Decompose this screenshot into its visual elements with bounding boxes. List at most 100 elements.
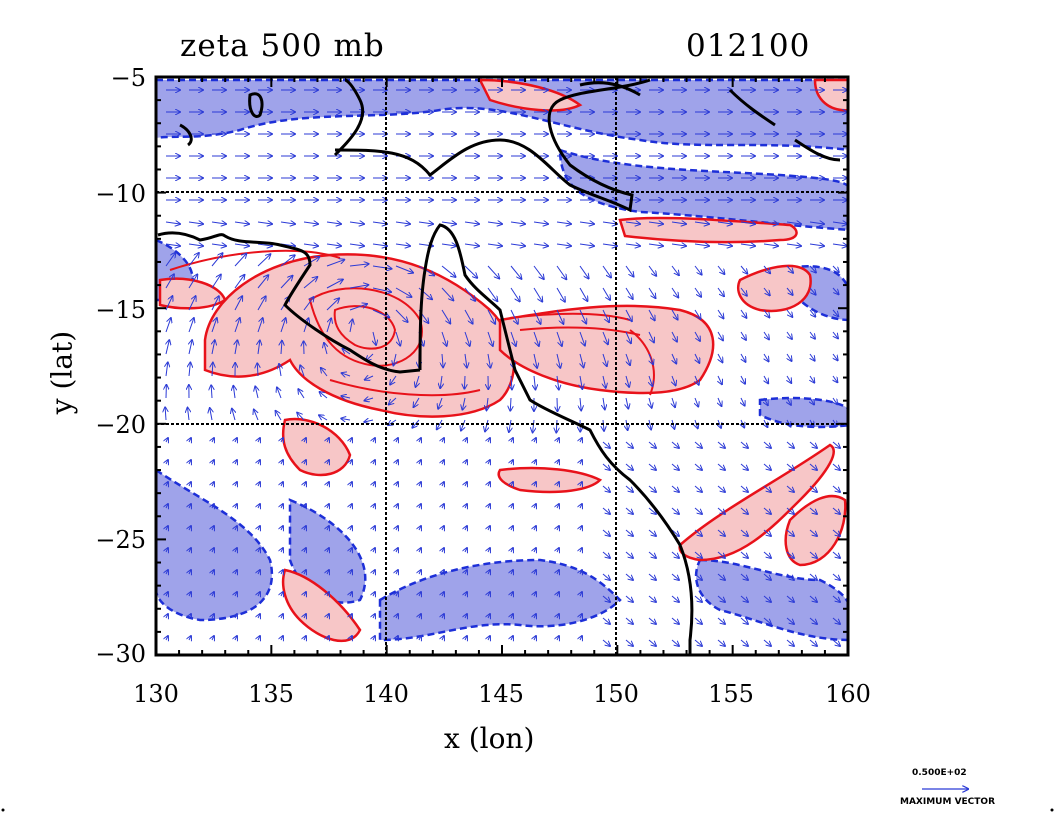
coastline-northeast-1 bbox=[728, 88, 776, 127]
wind-vector bbox=[464, 287, 475, 301]
wind-vector bbox=[326, 260, 344, 267]
wind-vector bbox=[764, 397, 768, 405]
wind-vector bbox=[671, 639, 679, 646]
pos-region-south-band bbox=[497, 466, 603, 494]
wind-vector bbox=[189, 570, 191, 574]
wind-vector bbox=[326, 222, 341, 224]
wind-vector bbox=[602, 573, 610, 580]
wind-vector bbox=[281, 548, 283, 552]
legend-max-vector-value: 0.500E+02 bbox=[912, 768, 967, 778]
wind-vector bbox=[390, 375, 397, 384]
wind-vector bbox=[342, 373, 351, 376]
wind-vector bbox=[763, 551, 771, 558]
wind-vector bbox=[717, 595, 725, 602]
wind-vector bbox=[809, 529, 817, 536]
wind-vector bbox=[741, 353, 746, 362]
wind-vector bbox=[396, 614, 398, 618]
wind-vector bbox=[189, 548, 191, 552]
wind-vector bbox=[257, 318, 263, 333]
wind-vector bbox=[488, 548, 490, 552]
wind-vector bbox=[442, 504, 444, 508]
wind-vector bbox=[511, 460, 513, 464]
wind-vector bbox=[764, 419, 767, 427]
wind-vector bbox=[234, 244, 249, 246]
wind-vector bbox=[810, 397, 814, 404]
wind-vector bbox=[833, 397, 837, 404]
wind-vector bbox=[419, 504, 421, 508]
wind-vector bbox=[787, 375, 791, 383]
wind-vector bbox=[165, 318, 171, 333]
wind-vector bbox=[511, 526, 513, 530]
wind-vector bbox=[464, 222, 479, 224]
wind-vector bbox=[740, 441, 748, 448]
wind-vector bbox=[212, 570, 214, 574]
wind-vector bbox=[625, 617, 633, 624]
coastlines bbox=[157, 78, 841, 655]
wind-vector bbox=[257, 296, 266, 311]
wind-vector bbox=[786, 617, 794, 624]
wind-vector bbox=[235, 438, 237, 442]
wind-vector bbox=[556, 222, 571, 224]
wind-vector bbox=[212, 438, 214, 442]
wind-vector bbox=[373, 460, 375, 464]
wind-vector bbox=[372, 287, 391, 292]
wind-vector bbox=[648, 485, 656, 492]
wind-vector bbox=[304, 460, 306, 464]
wind-vector bbox=[671, 529, 679, 536]
wind-vector bbox=[718, 397, 721, 406]
wind-vector bbox=[763, 529, 771, 536]
wind-vector bbox=[649, 419, 651, 429]
wind-vector bbox=[580, 482, 582, 486]
neg-region-north-east bbox=[558, 148, 848, 232]
wind-vector bbox=[412, 419, 420, 428]
wind-vector bbox=[396, 548, 398, 552]
wind-vector bbox=[419, 614, 421, 618]
wind-vector bbox=[671, 287, 678, 297]
wind-vector bbox=[763, 265, 770, 273]
wind-vector bbox=[464, 244, 479, 246]
wind-vector bbox=[442, 614, 444, 618]
wind-vector bbox=[511, 548, 513, 552]
wind-vector bbox=[212, 363, 213, 377]
wind-vector bbox=[511, 504, 513, 508]
wind-vector bbox=[763, 639, 771, 646]
wind-vector bbox=[258, 482, 260, 486]
wind-vector bbox=[763, 595, 771, 602]
wind-vector bbox=[786, 485, 794, 492]
wind-vector bbox=[326, 244, 341, 246]
wind-vector bbox=[671, 265, 679, 275]
wind-vector bbox=[557, 460, 559, 464]
wind-vector bbox=[694, 573, 702, 580]
wind-vector bbox=[281, 636, 283, 640]
wind-vector bbox=[671, 222, 686, 224]
wind-vector bbox=[534, 438, 536, 442]
wind-vector bbox=[534, 548, 536, 552]
pos-region-southwest bbox=[281, 568, 362, 643]
neg-region-south-band bbox=[378, 558, 622, 642]
wind-vector bbox=[579, 265, 589, 278]
wind-vector bbox=[602, 287, 610, 300]
wind-vector bbox=[809, 441, 817, 448]
coastline-north-small-2 bbox=[179, 123, 193, 147]
wind-vector bbox=[672, 375, 676, 385]
wind-vector bbox=[372, 244, 387, 246]
wind-vector bbox=[740, 463, 748, 470]
wind-vector bbox=[580, 548, 582, 552]
wind-vector bbox=[166, 592, 168, 596]
wind-vector bbox=[373, 438, 375, 442]
wind-vector bbox=[395, 287, 411, 297]
wind-vector bbox=[396, 526, 398, 530]
wind-vector bbox=[786, 309, 792, 317]
wind-vector bbox=[648, 573, 656, 580]
wind-vector bbox=[557, 482, 559, 486]
wind-vector bbox=[510, 397, 511, 411]
wind-vector bbox=[396, 460, 398, 464]
wind-vector bbox=[580, 570, 582, 574]
chart-title: zeta 500 mb bbox=[180, 28, 385, 64]
wind-vector bbox=[810, 331, 815, 339]
wind-vector bbox=[235, 340, 237, 355]
wind-vector bbox=[258, 438, 260, 442]
wind-vector bbox=[465, 570, 467, 574]
wind-vector bbox=[365, 376, 374, 380]
neg-region-north-band bbox=[156, 78, 848, 152]
